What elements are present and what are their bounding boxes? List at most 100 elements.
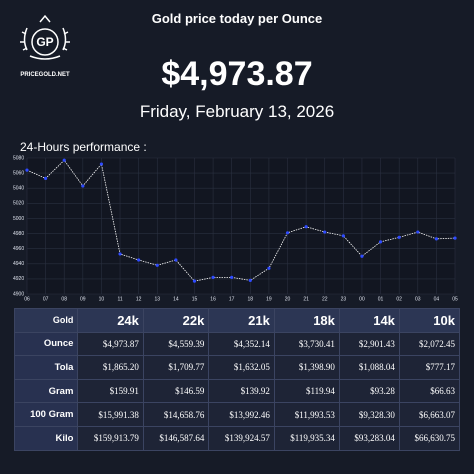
date: Friday, February 13, 2026 [139,102,335,121]
price-cell: $93,283.04 [338,425,400,451]
point [285,231,290,235]
point [397,235,401,239]
row-label: Gram [13,378,79,404]
price-cell: $1,709.77 [142,355,210,380]
price-cell: $6,663.07 [398,402,461,427]
x-tick-label: 04 [434,296,440,302]
price-cell: $3,730.41 [273,331,340,357]
point [44,176,48,180]
chart: 4900 4920 4940 4960 4980 5000 5020 5040 5060 5080… [13,155,458,302]
x-tick-label: 22 [322,296,328,302]
point [341,234,345,238]
table-row: 100 Gram $15,991.38 $14,658.76 $13,992.46 $1… [13,402,461,427]
point [62,158,66,162]
price: $4,973.87 [161,55,313,93]
series-line [26,159,456,282]
y-tick-label: 4940 [13,261,24,267]
x-tick-label: 08 [61,296,67,302]
x-tick-label: 15 [192,296,198,302]
header-cell: 24k [77,308,144,333]
y-tick-label: 5020 [13,201,24,207]
point [378,240,383,244]
price-cell: $146.59 [142,378,210,404]
point [118,252,122,256]
x-tick-label: 11 [117,296,122,302]
price-cell: $1,398.90 [273,355,340,380]
point [323,230,327,234]
price-cell: $66.63 [398,378,461,404]
price-cell: $139,924.57 [208,425,275,451]
y-tick-label: 4980 [13,231,24,237]
title: Gold price today per Ounce [151,11,323,26]
y-tick-label: 5040 [13,186,24,192]
price-cell: $66,630.75 [398,425,461,451]
logo-site: PRICEGOLD.NET [20,72,70,78]
price-cell: $1,865.20 [77,355,144,380]
x-tick-label: 18 [248,296,254,302]
x-tick-label: 05 [452,296,458,302]
table-row: Ounce $4,973.87 $4,559.39 $4,352.14 $3,730.4… [13,331,461,357]
price-cell: $13,992.46 [208,402,275,427]
x-tick-label: 14 [173,296,179,302]
y-tick-label: 5080 [13,155,24,161]
point [192,279,197,283]
point [137,258,141,262]
row-label: Tola [13,355,79,380]
header-cell: 22k [142,308,210,333]
point [174,258,178,262]
point [211,275,215,279]
row-label: 100 Gram [13,402,79,427]
price-cell: $14,658.76 [142,402,210,427]
price-cell: $159,913.79 [77,425,144,451]
x-tick-label: 02 [396,296,402,302]
x-tick-label: 06 [24,296,30,302]
x-tick-label: 03 [415,296,421,302]
header-cell: 18k [273,308,340,333]
point [25,168,29,172]
price-cell: $93.28 [338,378,400,404]
header-row: Gold 24k 22k 21k 18k 14k 10k [13,308,461,333]
header-cell: 21k [208,308,275,333]
x-tick-label: 09 [80,296,86,302]
price-cell: $11,993.53 [273,402,340,427]
price-cell: $15,991.38 [77,402,144,427]
x-tick-label: 13 [154,296,160,302]
point [304,225,308,229]
price-cell: $9,328.30 [338,402,400,427]
price-cell: $2,901.43 [338,331,400,357]
x-tick-label: 19 [266,296,272,302]
y-tick-label: 4900 [13,291,24,297]
y-tick-label: 5000 [13,216,24,222]
x-tick-label: 00 [359,296,365,302]
point [81,184,85,188]
price-cell: $146,587.64 [142,425,210,451]
price-cell: $139.92 [208,378,275,404]
price-cell: $1,088.04 [338,355,400,380]
y-tick-label: 5060 [13,170,24,176]
x-tick-label: 17 [229,296,235,302]
x-tick-label: 10 [99,296,105,302]
row-label: Ounce [13,331,79,357]
x-tick-label: 23 [341,296,347,302]
table-row: Tola $1,865.20 $1,709.77 $1,632.05 $1,398.90… [13,355,461,380]
point [267,266,271,270]
price-cell: $4,973.87 [77,331,144,357]
x-tick-label: 12 [136,296,142,302]
point [360,254,364,258]
table-row: Gram $159.91 $146.59 $139.92 $119.94 $93.28 $6… [13,378,461,404]
y-tick-label: 4960 [13,246,24,252]
price-cell: $777.17 [398,355,461,380]
x-tick-label: 01 [378,296,384,302]
point [248,278,252,282]
section-label: 24-Hours performance : [20,140,147,154]
price-cell: $1,632.05 [208,355,275,380]
price-cell: $119.94 [273,378,340,404]
point [155,263,159,267]
point [99,162,104,166]
point [434,237,438,241]
header-cell: Gold [13,308,79,333]
price-cell: $4,559.39 [142,331,210,357]
logo-initials: GP [36,35,53,49]
logo: GP PRICEGOLD.NET [20,14,70,78]
